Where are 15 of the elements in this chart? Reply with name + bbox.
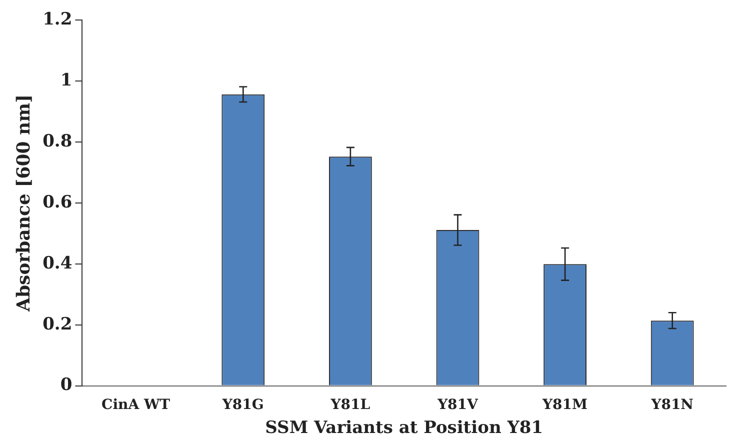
x-tick-label: CinA WT — [102, 396, 171, 413]
y-tick-label: 0.8 — [42, 131, 72, 152]
y-tick-label: 0 — [60, 375, 72, 396]
y-tick-label: 1.2 — [42, 9, 72, 30]
y-tick-label: 0.4 — [42, 253, 72, 274]
y-tick-label: 1 — [60, 70, 72, 90]
y-tick-label: 0.6 — [42, 192, 72, 212]
x-tick-label: Y81L — [330, 396, 370, 413]
x-tick-label: Y81V — [436, 396, 480, 413]
x-axis-title: SSM Variants at Position Y81 — [265, 418, 544, 438]
y-tick-label: 0.2 — [42, 314, 72, 334]
x-tick-label: Y81M — [542, 396, 588, 413]
x-tick-label: Y81G — [221, 396, 264, 413]
x-tick-label: Y81N — [650, 396, 694, 413]
y-axis-title: Absorbance [600 nm] — [13, 94, 34, 312]
